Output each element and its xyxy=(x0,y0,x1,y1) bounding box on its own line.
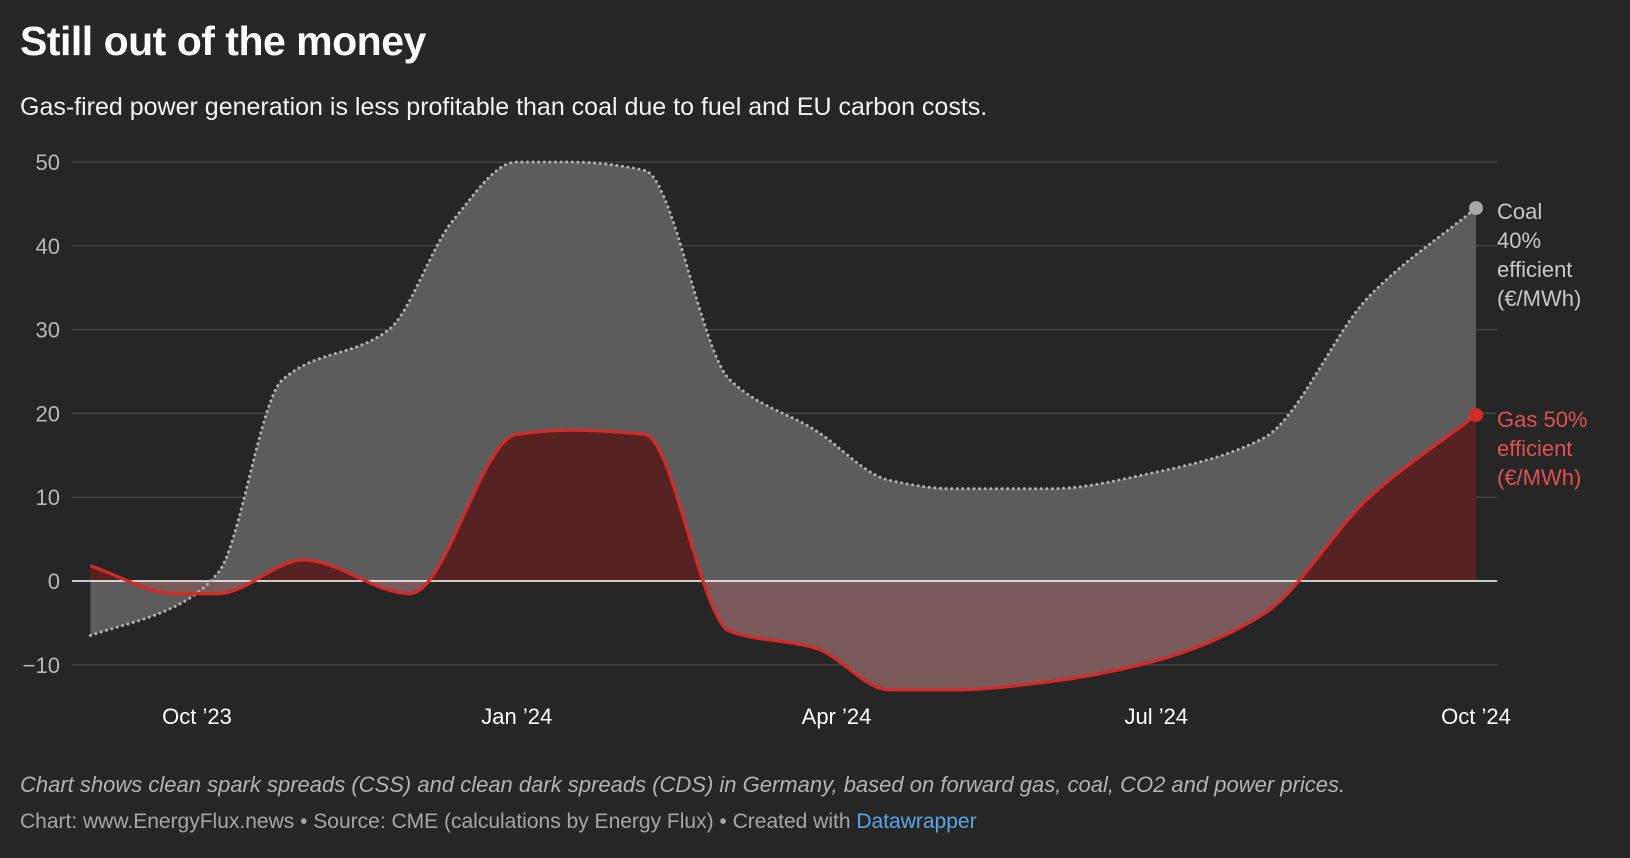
axis-ticks: 50 40 30 20 10 0 −10 Oct ’23 Jan ’24 Apr ’24 Jul ’… xyxy=(23,150,1511,729)
gas-area-negative xyxy=(90,581,1476,690)
gas-series-line xyxy=(89,413,1477,692)
series-labels: Coal 40% efficient (€/MWh) Gas 50% efficient(… xyxy=(1497,199,1588,490)
chart-title: Still out of the money xyxy=(20,18,426,64)
chart-subtitle: Gas-fired power generation is less profi… xyxy=(20,93,988,121)
chart-notes: Chart shows clean spark spreads (CSS) an… xyxy=(20,772,1346,797)
series-lines xyxy=(72,160,1497,692)
coal-series-label: Coal 40% efficient (€/MWh) xyxy=(1497,199,1581,311)
y-tick-label: −10 xyxy=(23,653,60,678)
chart-byline: Chart: www.EnergyFlux.news • Source: CME… xyxy=(20,810,977,834)
x-tick-label: Oct ’24 xyxy=(1441,704,1511,729)
chart-plot: 50 40 30 20 10 0 −10 Oct ’23 Jan ’24 Apr ’24 Jul ’… xyxy=(23,150,1588,729)
datawrapper-link[interactable]: Datawrapper xyxy=(856,810,977,833)
y-tick-label: 10 xyxy=(36,485,60,510)
x-tick-label: Jan ’24 xyxy=(481,704,552,729)
coal-end-point xyxy=(1469,201,1483,216)
coal-series-line xyxy=(88,160,1478,637)
area-fills xyxy=(90,162,1476,690)
y-tick-label: 40 xyxy=(36,234,60,259)
x-tick-label: Jul ’24 xyxy=(1124,704,1188,729)
y-tick-label: 30 xyxy=(36,318,60,343)
coal-area xyxy=(90,162,1476,636)
byline-source: Chart: www.EnergyFlux.news • Source: CME… xyxy=(20,810,857,833)
x-tick-label: Apr ’24 xyxy=(802,704,872,729)
y-tick-label: 50 xyxy=(36,150,60,175)
gas-area-positive xyxy=(90,415,1476,581)
x-tick-label: Oct ’23 xyxy=(162,704,232,729)
y-tick-label: 20 xyxy=(36,401,60,426)
gas-series-label: Gas 50% efficient (€/MWh) xyxy=(1497,407,1588,490)
gas-end-point xyxy=(1469,408,1483,423)
y-tick-label: 0 xyxy=(48,569,60,594)
